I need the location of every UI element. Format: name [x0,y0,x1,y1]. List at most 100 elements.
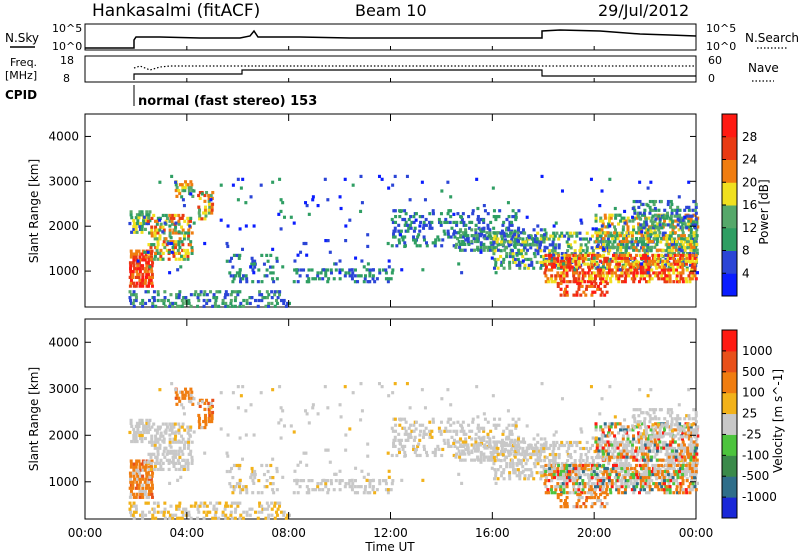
power-cell [208,205,212,209]
velocity-cell [539,459,543,463]
power-cell [681,226,685,230]
velocity-cell [236,406,240,410]
velocity-cell [491,394,495,398]
power-cell [404,212,408,216]
power-cell [351,271,355,275]
velocity-cell [175,393,179,397]
velocity-cell [437,426,441,430]
velocity-cell [434,447,438,452]
velocity-cell [560,397,564,401]
velocity-cell [545,455,549,460]
power-cell [162,228,166,232]
power-cell [164,237,168,241]
power-cell [544,280,548,284]
velocity-cell [256,491,260,495]
velocity-cell [692,462,696,466]
power-cell [643,252,647,256]
velocity-cell [431,417,435,421]
power-cell [446,212,450,216]
power-cell [638,231,642,235]
velocity-cell [553,491,557,495]
velocity-cell [536,455,540,460]
velocity-cell [672,469,676,474]
power-cell [181,213,185,218]
power-cell [581,277,585,281]
power-cell [526,248,530,252]
power-cell [669,223,673,227]
power-cell [590,293,594,297]
velocity-cell [178,455,182,459]
velocity-cell [622,455,626,459]
power-cell [207,199,211,203]
power-cell [428,212,432,216]
velocity-cell [674,434,678,438]
power-cell [139,281,143,285]
velocity-cell [657,423,661,427]
power-cell [636,214,640,218]
power-cell [635,271,639,275]
velocity-cell [507,423,511,427]
velocity-cell [637,459,641,463]
velocity-cell [183,428,187,432]
velocity-cell [136,474,140,478]
power-cell [652,220,656,224]
velocity-cell [189,400,193,404]
power-cell [669,217,673,221]
velocity-cell [129,465,133,469]
velocity-cell [476,415,480,419]
velocity-cell [140,421,144,425]
power-cell [640,213,644,217]
velocity-cell [609,425,613,429]
power-cell [562,277,566,281]
velocity-cell [636,423,640,427]
power-cell [366,233,370,237]
velocity-cell [321,488,325,492]
power-cell [693,239,697,244]
velocity-cell [186,431,190,435]
power-cell [635,268,639,272]
velocity-cell [535,471,539,475]
velocity-cell [596,499,600,503]
power-cell [603,213,607,217]
velocity-cell [390,482,394,486]
velocity-cell [651,423,655,427]
velocity-cell [634,440,638,444]
power-cell [596,284,600,288]
power-cell [569,243,573,247]
power-cell [163,245,167,250]
power-cell [161,213,165,218]
velocity-cell [226,516,230,520]
power-cell [539,266,543,270]
velocity-cell [158,437,162,441]
velocity-cell [129,474,133,478]
power-cell [401,238,405,242]
power-cell [140,252,144,256]
power-cell [646,228,650,232]
power-cell [224,304,228,308]
power-cell [625,271,629,275]
power-cell [186,216,190,220]
power-cell [224,301,228,306]
power-cell [368,268,372,272]
velocity-cell [548,462,552,466]
power-cell [174,245,178,250]
velocity-cell [624,443,628,448]
velocity-cell [654,408,658,412]
velocity-cell [553,475,557,480]
power-cell [640,234,644,238]
power-cell [458,245,462,249]
power-cell [148,275,152,280]
power-cell [637,280,641,284]
power-cell [449,235,453,239]
power-cell [558,277,562,281]
velocity-cell [678,422,682,426]
power-cell [168,219,172,223]
velocity-cell [510,438,514,442]
velocity-cell [144,513,148,517]
power-cell [685,214,689,218]
velocity-cell [174,390,178,394]
velocity-cell [607,479,611,483]
velocity-cell [574,463,578,468]
power-cell [643,242,647,247]
power-cell [676,265,680,269]
